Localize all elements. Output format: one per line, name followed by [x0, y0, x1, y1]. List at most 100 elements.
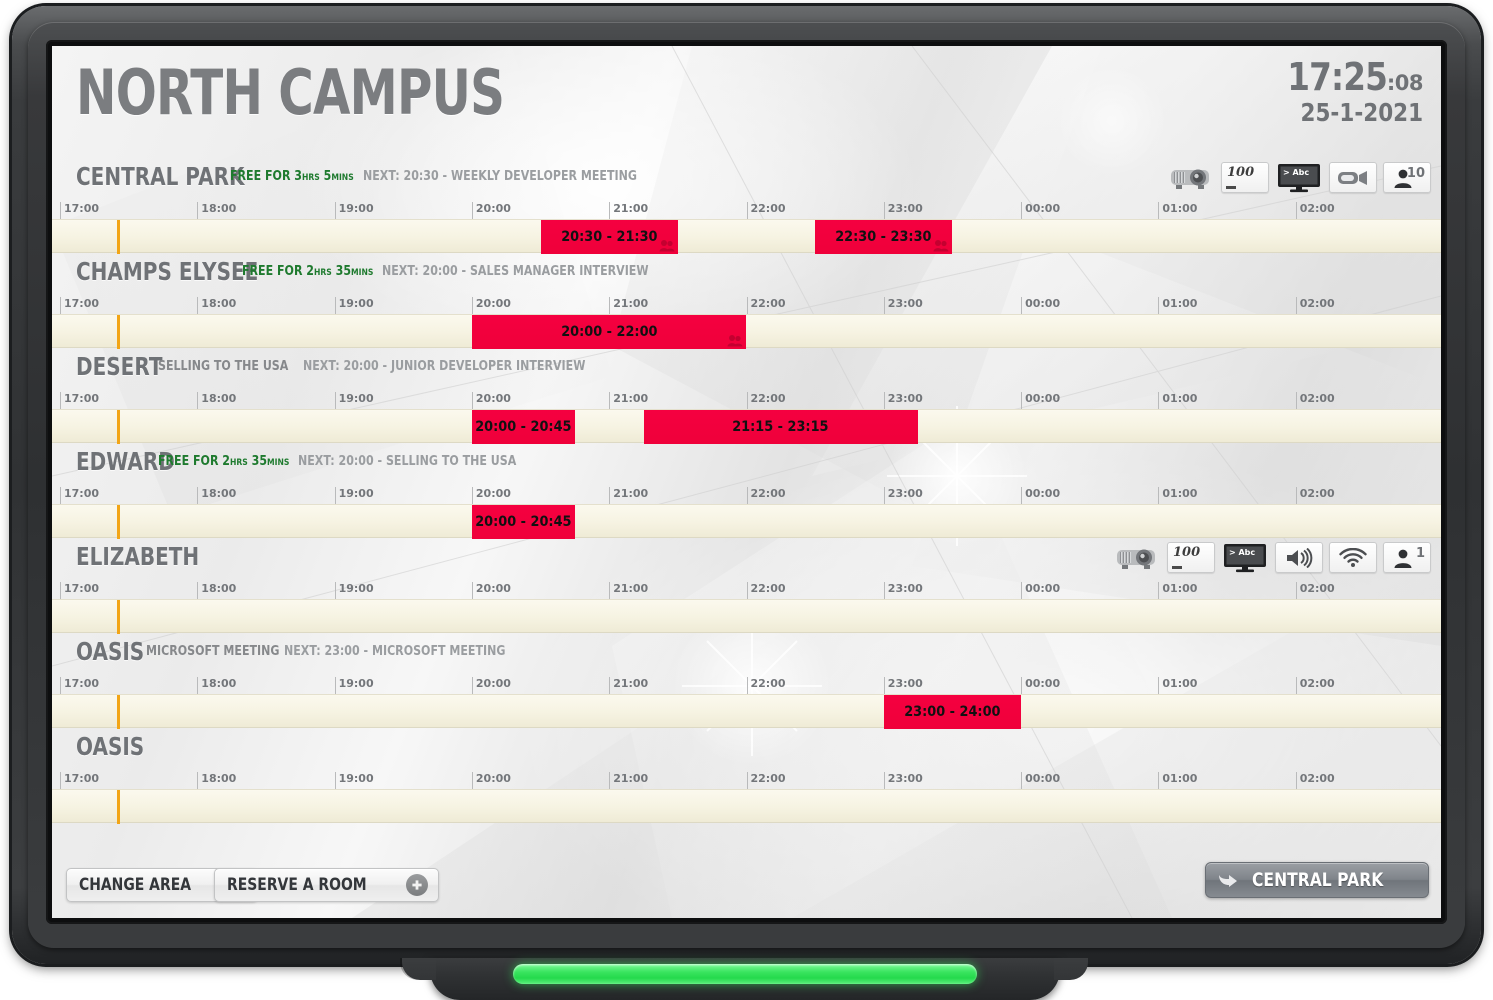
room-timeline[interactable]	[52, 599, 1441, 634]
clock-seconds: :08	[1386, 71, 1424, 95]
projector-icon	[1167, 162, 1215, 193]
axis-tick: 22:00	[746, 582, 786, 599]
booking-label: 20:30 - 21:30	[561, 229, 658, 245]
group-icon	[727, 334, 743, 347]
axis-tick: 18:00	[197, 487, 236, 504]
room-timeline[interactable]: 20:00 - 22:00	[52, 314, 1441, 349]
axis-tick: 22:00	[746, 772, 786, 789]
room-timeline[interactable]: 20:00 - 20:45 21:15 - 23:15	[52, 409, 1441, 444]
room-name: OASIS	[76, 637, 145, 666]
room-timeline[interactable]: 20:30 - 21:30 22:30 - 23:30	[52, 219, 1441, 254]
booking-label: 20:00 - 20:45	[475, 419, 572, 435]
booking-label: 21:15 - 23:15	[732, 419, 829, 435]
back-arrow-icon	[1216, 868, 1242, 893]
room-panel-screen: NORTH CAMPUS 17:25:08 25-1-2021 CENTRAL …	[52, 46, 1441, 918]
axis-tick: 18:00	[197, 772, 236, 789]
axis-tick: 19:00	[334, 677, 374, 694]
axis-tick: 21:00	[609, 487, 648, 504]
time-axis: 17:00 18:00 19:00 20:00 21:00 22:00 23:00 00:00…	[52, 487, 1441, 504]
svg-text:> Abc: > Abc	[1229, 548, 1255, 557]
room-status-unit-mins: MINS	[351, 268, 374, 278]
axis-tick: 22:00	[746, 677, 786, 694]
axis-tick: 00:00	[1021, 297, 1060, 314]
booking-block[interactable]: 20:00 - 20:45	[471, 505, 575, 539]
axis-tick: 23:00	[883, 297, 923, 314]
room-status-text: FREE FOR 3HRS 5MINS	[230, 170, 354, 185]
speaker-icon	[1275, 542, 1323, 573]
axis-tick: 02:00	[1295, 582, 1335, 599]
axis-tick: 20:00	[471, 297, 511, 314]
axis-tick: 19:00	[334, 772, 374, 789]
room-row[interactable]: OASIS MICROSOFT MEETING NEXT: 23:00 - MICR…	[52, 633, 1441, 729]
axis-tick: 21:00	[609, 772, 648, 789]
booking-block[interactable]: 22:30 - 23:30	[815, 220, 953, 254]
booking-block[interactable]: 23:00 - 24:00	[883, 695, 1022, 729]
room-timeline[interactable]: 20:00 - 20:45	[52, 504, 1441, 539]
time-axis: 17:00 18:00 19:00 20:00 21:00 22:00 23:00 00:00…	[52, 677, 1441, 694]
axis-tick: 23:00	[883, 392, 923, 409]
reserve-room-label: RESERVE A ROOM	[227, 875, 367, 895]
room-status-text: FREE FOR 2HRS 35MINS	[158, 455, 289, 470]
room-row[interactable]: ELIZABETH 100 > Abc 1 17:00 18:00 19:00 20:00 21…	[52, 538, 1441, 634]
room-list: CENTRAL PARK FREE FOR 3HRS 5MINS NEXT: 20:…	[52, 158, 1441, 824]
room-next-meeting: NEXT: 20:00 - SALES MANAGER INTERVIEW	[382, 264, 649, 279]
room-row[interactable]: CENTRAL PARK FREE FOR 3HRS 5MINS NEXT: 20:…	[52, 158, 1441, 254]
room-row[interactable]: CHAMPS ELYSEE FREE FOR 2HRS 35MINS NEXT: 2…	[52, 253, 1441, 349]
axis-tick: 01:00	[1158, 487, 1197, 504]
axis-tick: 19:00	[334, 487, 374, 504]
footer-bar: CHANGE AREA RESERVE A ROOM CENTRAL PARK	[52, 856, 1441, 918]
page-title: NORTH CAMPUS	[76, 56, 505, 129]
reserve-room-button[interactable]: RESERVE A ROOM	[214, 868, 440, 902]
room-status-main: SELLING TO THE USA	[158, 359, 289, 374]
room-status-unit-hrs: HRS	[301, 173, 320, 183]
room-header: OASIS MICROSOFT MEETING NEXT: 23:00 - MICR…	[52, 633, 1441, 677]
room-name: CHAMPS ELYSEE	[76, 257, 259, 286]
room-timeline[interactable]: 23:00 - 24:00	[52, 694, 1441, 729]
room-header: CENTRAL PARK FREE FOR 3HRS 5MINS NEXT: 20:…	[52, 158, 1441, 202]
room-status-text: SELLING TO THE USA	[158, 360, 288, 374]
axis-tick: 18:00	[197, 297, 236, 314]
current-time-marker	[117, 410, 121, 444]
axis-tick: 23:00	[883, 772, 923, 789]
axis-tick: 20:00	[471, 487, 511, 504]
booking-label: 20:00 - 20:45	[475, 514, 572, 530]
axis-tick: 17:00	[60, 582, 99, 599]
axis-tick: 02:00	[1295, 202, 1335, 219]
axis-tick: 01:00	[1158, 582, 1197, 599]
axis-tick: 00:00	[1021, 202, 1060, 219]
plus-icon	[406, 874, 429, 896]
axis-tick: 20:00	[471, 392, 511, 409]
room-header: DESERT SELLING TO THE USA NEXT: 20:00 - JU…	[52, 348, 1441, 392]
axis-tick: 18:00	[197, 392, 236, 409]
wifi-icon	[1329, 542, 1377, 573]
booking-block[interactable]: 20:00 - 22:00	[471, 315, 747, 349]
booking-block[interactable]: 20:30 - 21:30	[540, 220, 678, 254]
axis-tick: 00:00	[1021, 677, 1060, 694]
room-row[interactable]: OASIS 17:00 18:00 19:00 20:00 21:00 22:00 23:00…	[52, 728, 1441, 824]
room-status-main: MICROSOFT MEETING	[146, 644, 280, 659]
axis-tick: 01:00	[1158, 297, 1197, 314]
room-status-text: MICROSOFT MEETING	[146, 645, 279, 659]
room-timeline[interactable]	[52, 789, 1441, 824]
axis-tick: 20:00	[471, 202, 511, 219]
axis-tick: 23:00	[883, 582, 923, 599]
projector-icon	[1113, 542, 1161, 573]
amenity-list: 100 > Abc 1	[1113, 542, 1431, 573]
room-name: ELIZABETH	[76, 542, 200, 571]
booking-block[interactable]: 21:15 - 23:15	[643, 410, 919, 444]
time-axis: 17:00 18:00 19:00 20:00 21:00 22:00 23:00 00:00…	[52, 582, 1441, 599]
room-status-unit-mins: MINS	[267, 458, 290, 468]
amenity-list: 100 > Abc 10	[1167, 162, 1431, 193]
room-header: EDWARD FREE FOR 2HRS 35MINS NEXT: 20:00 - …	[52, 443, 1441, 487]
room-next-meeting: NEXT: 23:00 - MICROSOFT MEETING	[283, 644, 506, 659]
room-status-main: FREE FOR 2	[242, 264, 314, 279]
booking-label: 22:30 - 23:30	[835, 229, 932, 245]
back-to-room-button[interactable]: CENTRAL PARK	[1204, 862, 1429, 898]
display-icon: > Abc	[1275, 162, 1323, 193]
room-row[interactable]: EDWARD FREE FOR 2HRS 35MINS NEXT: 20:00 - …	[52, 443, 1441, 539]
booking-block[interactable]: 20:00 - 20:45	[471, 410, 575, 444]
room-row[interactable]: DESERT SELLING TO THE USA NEXT: 20:00 - JU…	[52, 348, 1441, 444]
axis-tick: 19:00	[334, 202, 374, 219]
axis-tick: 01:00	[1158, 677, 1197, 694]
room-status-mins: 35	[331, 264, 352, 279]
